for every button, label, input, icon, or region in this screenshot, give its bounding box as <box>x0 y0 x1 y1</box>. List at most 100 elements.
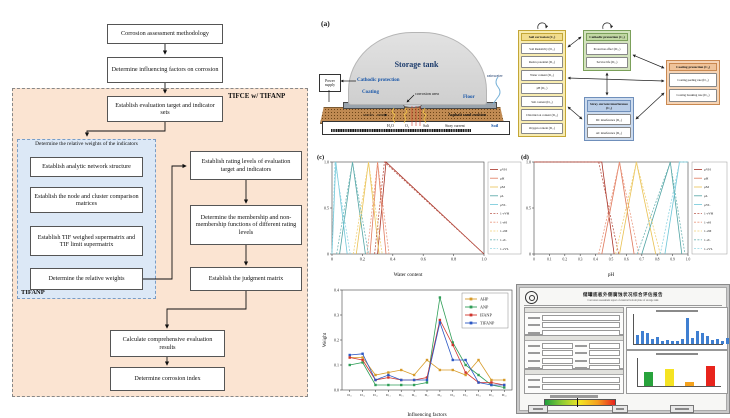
svg-text:0.0: 0.0 <box>334 387 339 392</box>
power-supply-label: Power supply <box>324 78 336 87</box>
svg-text:Weight: Weight <box>323 332 328 347</box>
gradient-marker <box>576 397 578 407</box>
svg-text:1-νL: 1-νL <box>704 238 710 242</box>
flow-box-corrosion-index: Determine corrosion index <box>110 367 225 391</box>
report-bar <box>681 339 684 344</box>
report-rating-bar <box>643 372 653 386</box>
svg-text:0.6: 0.6 <box>421 257 426 262</box>
report-button-middle[interactable] <box>612 405 628 413</box>
svg-text:1-νL: 1-νL <box>500 238 506 242</box>
form-field[interactable] <box>542 384 620 390</box>
form-field[interactable] <box>542 322 620 328</box>
species-h2o: H₂O <box>387 123 394 128</box>
weights-comparison-plot: 0.0 0.1 0.2 0.3 0.4 D₁₁ D₁₂ D₁₃ D₁₄ D₁₅ D₁₆ D₁₇ D₂₁ D… <box>320 282 520 418</box>
flow-box-methodology: Corrosion assessment methodology <box>107 24 223 44</box>
form-field[interactable] <box>542 342 573 349</box>
svg-text:1.0: 1.0 <box>481 257 486 262</box>
report-form-section-2 <box>524 335 624 371</box>
flow-box-network-structure: Establish analytic network structure <box>30 157 143 177</box>
soil-label: Soil <box>491 123 499 128</box>
report-rating-bar-chart <box>626 350 728 394</box>
coating-label: Coating <box>362 90 379 95</box>
svg-text:μL: μL <box>500 194 504 198</box>
svg-text:(d): (d) <box>521 154 529 161</box>
indicator-node: Protection effect (D₂₁) <box>586 43 628 55</box>
tifanp-label: TIFANP <box>21 289 45 296</box>
svg-text:IFANP: IFANP <box>480 313 492 318</box>
cluster-header-soil: Soil corrosion (C₁) <box>521 33 563 41</box>
form-field[interactable] <box>589 342 620 349</box>
svg-text:0: 0 <box>533 258 535 262</box>
report-bar <box>656 336 659 344</box>
cluster-soil-corrosion: Soil corrosion (C₁) Soil Resistivity (D₁… <box>518 30 566 137</box>
indicator-node: Coating peeling rate (D₄₁) <box>669 73 717 87</box>
report-bar <box>721 340 724 344</box>
svg-text:1-νH: 1-νH <box>704 220 711 224</box>
cluster-header-coating: Coating protection (C₄) <box>669 63 717 71</box>
corrosion-index-gradient-bar <box>544 397 616 407</box>
svg-text:D₁₆: D₁₆ <box>412 393 418 397</box>
svg-text:0.7: 0.7 <box>640 258 645 262</box>
corrosion-index-caption <box>550 395 598 398</box>
indicator-node: pH (D₁₄) <box>521 82 563 95</box>
report-bar <box>716 338 719 344</box>
svg-text:μVL: μVL <box>500 203 506 207</box>
self-loop-soil <box>537 22 549 30</box>
form-field[interactable] <box>542 350 573 356</box>
svg-text:D₃₂: D₃₂ <box>476 393 481 397</box>
svg-text:0.1: 0.1 <box>334 362 339 367</box>
report-form-section-1 <box>524 307 624 336</box>
svg-text:D₁₂: D₁₂ <box>360 393 365 397</box>
cluster-header-cathodic: Cathodic protection (C₂) <box>586 33 628 41</box>
report-weights-bar-chart <box>626 307 729 350</box>
cluster-coating-protection: Coating protection (C₄) Coating peeling … <box>666 60 720 105</box>
form-field[interactable] <box>542 357 573 364</box>
report-bottom-chart-bars <box>637 358 721 387</box>
svg-text:Water content: Water content <box>394 272 423 278</box>
svg-text:1-νM: 1-νM <box>500 229 507 233</box>
panel-a-label: (a) <box>321 19 330 28</box>
svg-text:0.3: 0.3 <box>578 258 583 262</box>
svg-text:μVH: μVH <box>704 168 711 172</box>
form-field[interactable] <box>542 376 620 383</box>
report-bar <box>706 335 709 344</box>
report-subtitle: Corrosion assessment report of external … <box>587 298 659 302</box>
flow-box-target-indicator: Establish evaluation target and indicato… <box>107 96 223 122</box>
svg-text:1-νVH: 1-νVH <box>704 212 714 216</box>
cathodic-protection-label: Cathodic protection <box>357 78 400 83</box>
svg-text:0: 0 <box>327 251 329 256</box>
report-bar <box>646 333 649 344</box>
svg-text:(c): (c) <box>317 154 324 161</box>
flow-box-membership-functions: Determine the membership and non-members… <box>190 205 302 245</box>
svg-text:1-νVL: 1-νVL <box>704 247 713 251</box>
membership-plot-ph: 0 0.5 1.0 0 0.1 0.2 0.3 0.4 0.5 0.6 0.7 0.8 0.9 1.0 pH… <box>520 150 728 278</box>
svg-text:μL: μL <box>704 194 708 198</box>
form-field[interactable] <box>589 350 620 356</box>
svg-text:Influencing factors: Influencing factors <box>407 411 446 418</box>
indicator-node: DC interference (D₃₁) <box>587 114 631 125</box>
report-rating-bar <box>685 381 695 386</box>
report-button-right[interactable] <box>670 405 694 413</box>
power-supply-box: Power supply <box>319 74 341 92</box>
svg-text:0.8: 0.8 <box>451 257 456 262</box>
svg-text:μM: μM <box>500 185 505 189</box>
cracks-label: cracks <box>363 112 374 117</box>
svg-text:0: 0 <box>331 257 333 262</box>
flow-box-relative-weights: Determine the relative weights <box>30 268 143 290</box>
svg-text:μH: μH <box>500 176 505 180</box>
self-loop-cathodic <box>602 22 614 30</box>
asphalt-cushion-label: Asphalt sand cushion <box>448 112 487 117</box>
svg-text:0.2: 0.2 <box>360 257 365 262</box>
form-field[interactable] <box>542 314 620 321</box>
report-bar <box>666 340 669 344</box>
svg-text:D₁₅: D₁₅ <box>399 393 404 397</box>
rainwater-label: rainwater <box>487 73 503 78</box>
svg-text:μVH: μVH <box>500 168 507 172</box>
report-button-left[interactable] <box>528 405 548 413</box>
report-bar <box>636 334 639 344</box>
svg-text:D₂₂: D₂₂ <box>450 393 455 397</box>
weights-group-title: Determine the relative weights of the in… <box>35 141 138 147</box>
form-field[interactable] <box>589 357 620 364</box>
svg-text:0.4: 0.4 <box>334 287 339 292</box>
report-bar <box>641 331 644 344</box>
